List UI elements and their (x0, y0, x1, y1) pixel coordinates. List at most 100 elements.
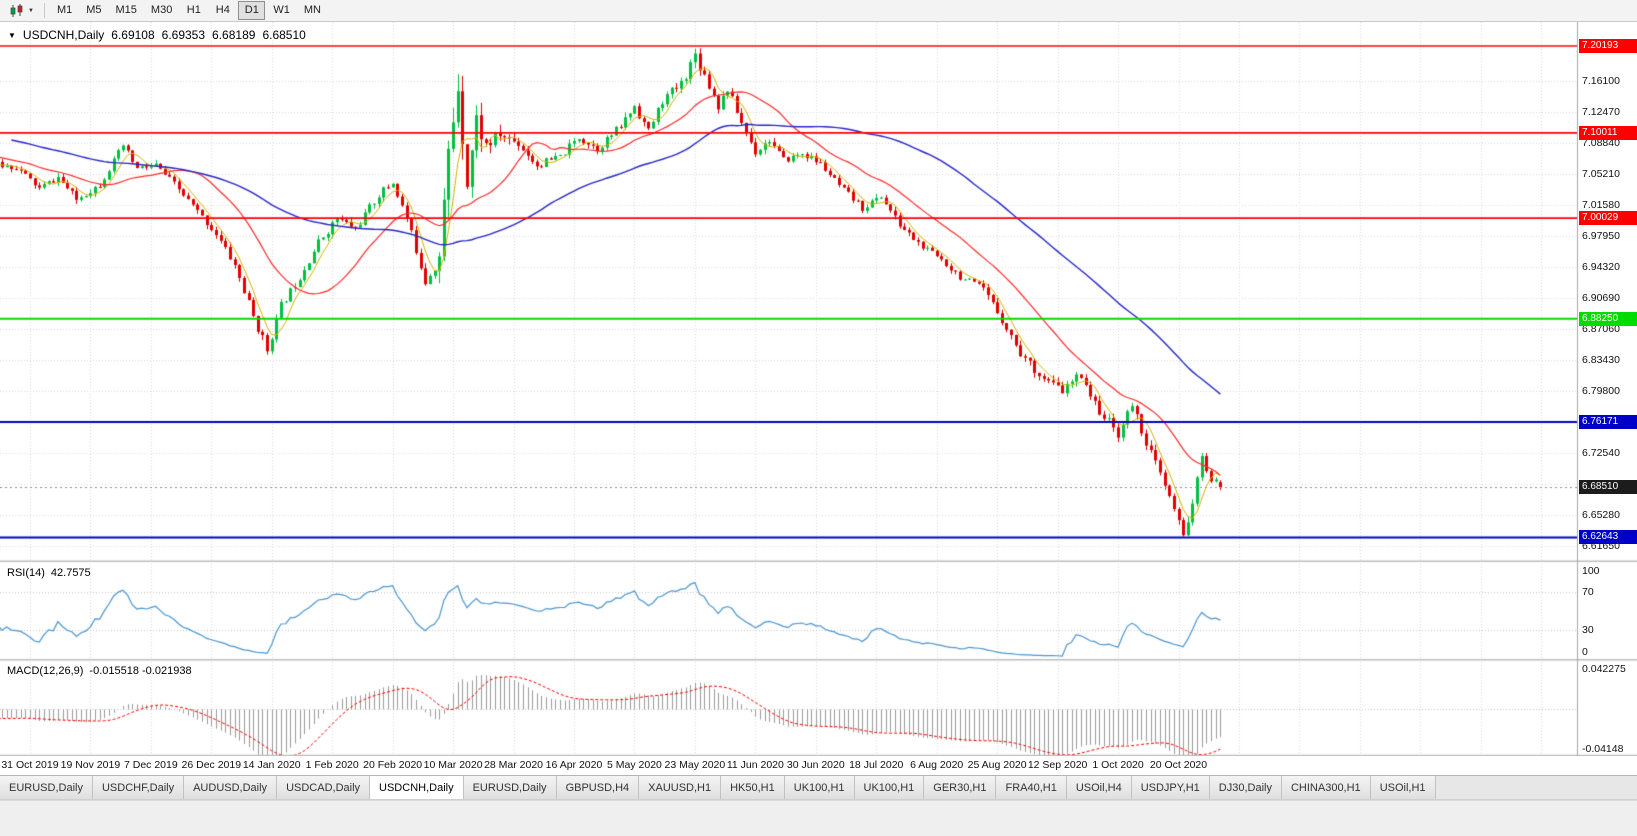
rsi-label: RSI(14) 42.7575 (7, 567, 91, 579)
chart-tabbar: EURUSD,Daily USDCHF,Daily AUDUSD,Daily USDC… (0, 776, 1637, 800)
date-label: 23 May 2020 (664, 759, 726, 771)
chart-tab-gbpusd-h4[interactable]: GBPUSD,H4 (556, 776, 640, 799)
timeframe-buttons: M1 M5 M15 M30 H1 H4 D1 W1 MN (50, 1, 328, 20)
tf-button-m15[interactable]: M15 (115, 4, 137, 16)
tf-button-h4[interactable]: H4 (215, 4, 230, 16)
price-axis-label: 6.87060 (1582, 322, 1620, 335)
price-axis-label: 7.01580 (1582, 198, 1620, 211)
chart-tab-china300-h1[interactable]: CHINA300,H1 (1281, 776, 1371, 799)
candlestick-chart-icon (10, 3, 23, 17)
price-axis-label: 7.12470 (1582, 105, 1620, 118)
chart-tab-usdcnh-daily[interactable]: USDCNH,Daily (370, 776, 464, 799)
tf-button-d1[interactable]: D1 (238, 1, 266, 20)
tf-button-m5[interactable]: M5 (86, 4, 102, 16)
chart-area: ▼ USDCNH,Daily 6.69108 6.69353 6.68189 6… (0, 22, 1637, 756)
tf-button-mn[interactable]: MN (303, 4, 321, 16)
tf-button-m1[interactable]: M1 (56, 4, 73, 16)
chart-tab-ger30-h1[interactable]: GER30,H1 (924, 776, 997, 799)
pane-separator[interactable] (0, 656, 1637, 662)
rsi-axis-label: 100 (1582, 565, 1600, 577)
chart-tab-hk50-h1[interactable]: HK50,H1 (721, 776, 785, 799)
ohlc-open: 6.69108 (111, 28, 155, 42)
rsi-name: RSI(14) (7, 567, 45, 579)
pane-separator[interactable] (0, 558, 1637, 564)
price-axis-label: 6.79800 (1582, 384, 1620, 397)
date-label: 16 Apr 2020 (545, 759, 603, 771)
chart-tab-eurusd-daily[interactable]: EURUSD,Daily (0, 776, 93, 799)
tf-button-m30[interactable]: M30 (150, 4, 173, 16)
price-tag-7.20193: 7.20193 (1579, 38, 1637, 53)
chart-title: ▼ USDCNH,Daily 6.69108 6.69353 6.68189 6… (8, 28, 306, 42)
price-axis-label: 6.83430 (1582, 353, 1620, 366)
date-label: 6 Aug 2020 (910, 759, 964, 771)
date-label: 30 Jun 2020 (786, 759, 845, 771)
chart-tab-audusd-daily[interactable]: AUDUSD,Daily (184, 776, 278, 799)
chart-tab-usdjpy-h1[interactable]: USDJPY,H1 (1131, 776, 1210, 799)
ohlc-low: 6.68189 (212, 28, 256, 42)
timeframe-toolbar: ▼ M1 M5 M15 M30 H1 H4 D1 W1 MN (0, 0, 1637, 22)
date-label: 12 Sep 2020 (1027, 759, 1088, 771)
price-axis-label: 7.05210 (1582, 167, 1620, 180)
date-label: 14 Jan 2020 (242, 759, 301, 771)
chart-title-arrow-icon[interactable]: ▼ (8, 30, 16, 40)
rsi-axis-label: 30 (1582, 623, 1594, 636)
chart-tab-usdcad-daily[interactable]: USDCAD,Daily (277, 776, 371, 799)
price-axis-label: 6.90690 (1582, 291, 1620, 304)
rsi-axis-label: 0 (1582, 646, 1588, 658)
date-label: 20 Oct 2020 (1149, 759, 1208, 771)
price-tag-7.00029: 7.00029 (1579, 211, 1637, 226)
date-label: 19 Nov 2019 (60, 759, 121, 771)
date-label: 25 Aug 2020 (967, 759, 1027, 771)
date-label: 31 Oct 2019 (1, 759, 59, 771)
rsi-axis-label: 70 (1582, 586, 1594, 599)
ohlc-close: 6.68510 (262, 28, 306, 42)
date-axis: 31 Oct 2019 19 Nov 2019 7 Dec 2019 26 Dec 2… (0, 756, 1637, 776)
bottom-strip (0, 800, 1637, 836)
date-label: 18 Jul 2020 (849, 759, 904, 771)
price-axis-label: 7.08840 (1582, 136, 1620, 149)
chart-tab-fra40-h1[interactable]: FRA40,H1 (996, 776, 1067, 799)
price-axis-label: 7.16100 (1582, 74, 1620, 87)
tf-button-h1[interactable]: H1 (186, 4, 201, 16)
toolbar-separator (43, 3, 45, 18)
price-tag-6.62643: 6.62643 (1579, 530, 1637, 545)
chart-tab-uk100-h1[interactable]: UK100,H1 (784, 776, 855, 799)
chart-tab-xauusd-h1[interactable]: XAUUSD,H1 (639, 776, 722, 799)
date-label: 1 Oct 2020 (1092, 759, 1144, 771)
date-label: 5 May 2020 (607, 759, 662, 771)
price-axis-label: 6.72540 (1582, 446, 1620, 459)
date-label: 26 Dec 2019 (181, 759, 242, 771)
date-label: 7 Dec 2019 (123, 759, 178, 771)
chart-tab-uk100-h1[interactable]: UK100,H1 (854, 776, 925, 799)
chart-tab-dj30-daily[interactable]: DJ30,Daily (1209, 776, 1282, 799)
macd-axis-label: 0.042275 (1582, 663, 1626, 675)
ohlc-high: 6.69353 (161, 28, 206, 42)
price-tag-7.10011: 7.10011 (1579, 125, 1637, 140)
chart-tab-usoil-h4[interactable]: USOil,H4 (1066, 776, 1132, 799)
price-axis-label: 6.65280 (1582, 508, 1620, 521)
chart-symbol-period: USDCNH,Daily (22, 28, 105, 42)
date-label: 20 Feb 2020 (363, 759, 423, 771)
macd-name: MACD(12,26,9) (7, 665, 84, 677)
current-price-tag: 6.68510 (1579, 480, 1637, 495)
chart-tab-eurusd-daily[interactable]: EURUSD,Daily (463, 776, 557, 799)
date-label: 28 Mar 2020 (484, 759, 544, 771)
date-label: 10 Mar 2020 (423, 759, 483, 771)
price-axis-label: 6.97950 (1582, 229, 1620, 242)
price-chart-canvas[interactable] (0, 22, 1637, 756)
price-axis-label: 6.94320 (1582, 260, 1620, 273)
macd-values: -0.015518 -0.021938 (89, 665, 192, 677)
price-tag-6.88250: 6.88250 (1579, 311, 1637, 326)
chevron-down-icon: ▼ (28, 7, 34, 14)
macd-axis-label: -0.04148 (1582, 743, 1624, 755)
date-label: 11 Jun 2020 (726, 759, 784, 771)
tf-button-w1[interactable]: W1 (273, 4, 290, 16)
price-tag-6.76171: 6.76171 (1579, 414, 1637, 429)
macd-label: MACD(12,26,9) -0.015518 -0.021938 (7, 665, 192, 677)
chart-tab-usdchf-daily[interactable]: USDCHF,Daily (92, 776, 185, 799)
rsi-value: 42.7575 (50, 567, 91, 579)
chart-tab-usoil-h1[interactable]: USOil,H1 (1370, 776, 1436, 799)
chart-type-dropdown-button[interactable]: ▼ (4, 3, 39, 19)
date-label: 1 Feb 2020 (305, 759, 359, 771)
